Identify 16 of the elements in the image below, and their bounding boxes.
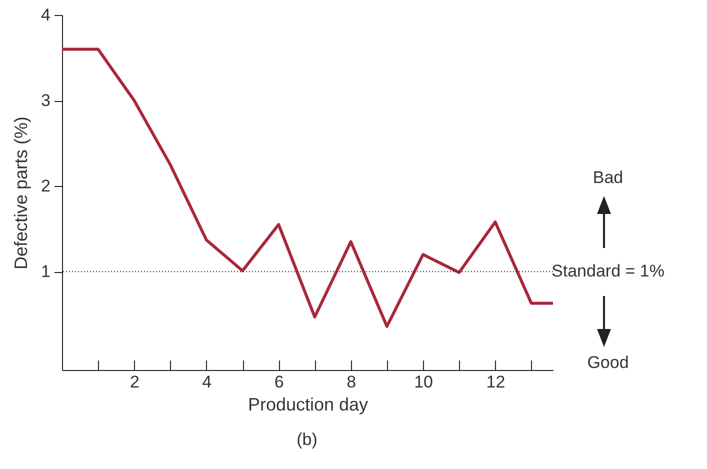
x-tick-label: 4 [202, 372, 212, 392]
x-tick-label: 8 [346, 372, 356, 392]
text: Good [587, 353, 629, 372]
text: (b) [296, 430, 318, 449]
y-tick-label: 4 [41, 6, 50, 24]
x-tick-label: 10 [414, 372, 433, 392]
x-axis-title: Production day [248, 394, 368, 414]
y-tick-label: 2 [41, 176, 50, 196]
y-tick-label: 3 [41, 91, 50, 110]
text: Bad [592, 168, 624, 187]
ref-line-label: Standard = 1% [552, 262, 664, 281]
x-tick-label: 2 [130, 372, 140, 392]
y-axis-title: Defective parts (%) [11, 116, 32, 270]
x-tick-label: 6 [274, 372, 284, 392]
x-tick-label: 12 [486, 372, 506, 392]
y-tick-label: 1 [41, 262, 50, 282]
